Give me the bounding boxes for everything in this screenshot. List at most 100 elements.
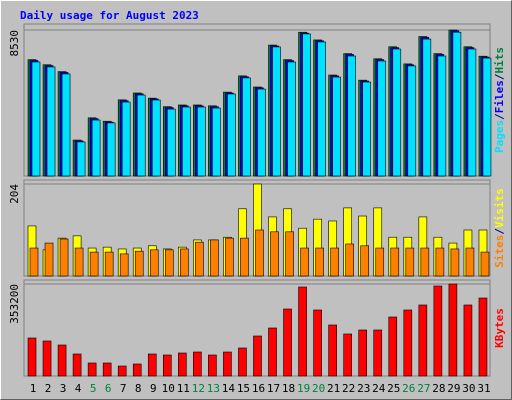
bar	[208, 354, 217, 377]
bar	[149, 249, 159, 277]
bar	[347, 55, 356, 177]
bar	[407, 65, 417, 177]
bar	[268, 327, 277, 377]
x-tick-label: 3	[60, 382, 67, 395]
chart-title: Daily usage for August 2023	[20, 9, 199, 22]
bar	[465, 247, 475, 277]
x-tick-label: 24	[372, 382, 386, 395]
bar	[164, 249, 174, 277]
x-tick-label: 26	[402, 382, 415, 395]
bar	[119, 253, 129, 277]
bar	[180, 248, 189, 277]
bar	[31, 61, 41, 177]
x-tick-label: 31	[477, 382, 490, 395]
bar	[302, 33, 311, 177]
bar	[435, 247, 445, 277]
bar	[358, 329, 368, 377]
legend: Pages/Files/Hits	[493, 47, 506, 153]
bar	[287, 61, 296, 177]
x-tick-label: 18	[282, 382, 295, 395]
bar	[89, 251, 99, 277]
legend-entry: Files	[493, 80, 506, 113]
bar	[132, 363, 142, 377]
bar	[315, 247, 324, 277]
bar	[136, 94, 146, 177]
bar	[270, 231, 279, 277]
bar	[253, 335, 262, 377]
x-tick-label: 21	[327, 382, 340, 395]
x-tick-label: 12	[192, 382, 205, 395]
x-tick-label: 29	[447, 382, 460, 395]
x-tick-label: 5	[90, 382, 97, 395]
bar	[240, 237, 249, 277]
bar	[147, 353, 157, 377]
bar	[238, 347, 247, 377]
y-tick-label: 204	[8, 184, 21, 204]
bar	[59, 238, 69, 277]
x-tick-label: 7	[120, 382, 127, 395]
x-tick-label: 8	[135, 382, 142, 395]
bar	[452, 31, 462, 177]
bar	[27, 337, 37, 377]
bar	[195, 241, 204, 277]
x-tick-label: 23	[357, 382, 370, 395]
bar	[437, 55, 447, 177]
legend-separator: /	[493, 73, 506, 80]
bar	[104, 251, 114, 277]
x-tick-label: 2	[45, 382, 52, 395]
bar	[467, 48, 477, 177]
bar	[300, 247, 309, 277]
bar	[388, 316, 398, 377]
bar	[255, 229, 264, 277]
bar	[61, 73, 71, 177]
x-tick-label: 10	[162, 382, 175, 395]
bar	[373, 329, 383, 377]
bar	[422, 38, 432, 177]
bar	[390, 247, 400, 277]
x-tick-label: 27	[417, 382, 430, 395]
x-tick-label: 16	[252, 382, 265, 395]
bar	[57, 344, 67, 377]
bar	[42, 340, 52, 377]
bar	[317, 41, 326, 177]
bar	[225, 237, 234, 277]
bar	[313, 309, 322, 377]
bar	[283, 308, 292, 377]
bar	[328, 324, 337, 377]
bar	[223, 351, 232, 377]
bar	[418, 304, 428, 377]
bar	[377, 60, 387, 177]
bar	[375, 247, 385, 277]
bar	[166, 108, 176, 177]
bar	[178, 352, 187, 377]
bar	[420, 247, 430, 277]
bar	[193, 351, 202, 377]
bar	[227, 93, 236, 177]
bar	[450, 248, 460, 277]
x-tick-label: 25	[387, 382, 400, 395]
legend-entry: Sites	[493, 235, 506, 268]
bar	[210, 239, 219, 277]
bar	[392, 48, 402, 177]
bar	[102, 362, 112, 377]
bar	[134, 250, 144, 277]
x-tick-label: 11	[177, 382, 190, 395]
bar	[360, 245, 370, 277]
legend-entry: KBytes	[493, 308, 506, 348]
legend: Sites/Visits	[493, 188, 506, 268]
bar	[330, 247, 339, 277]
bar	[182, 106, 191, 177]
bar	[151, 99, 161, 177]
bar	[362, 81, 372, 177]
x-tick-label: 22	[342, 382, 355, 395]
x-tick-label: 19	[297, 382, 310, 395]
bar	[74, 247, 84, 277]
x-tick-label: 4	[75, 382, 82, 395]
bar	[91, 119, 101, 177]
bar	[117, 365, 127, 377]
bar	[272, 46, 281, 177]
legend-entry: Visits	[493, 188, 506, 228]
bar	[87, 362, 97, 377]
bar	[433, 285, 443, 377]
